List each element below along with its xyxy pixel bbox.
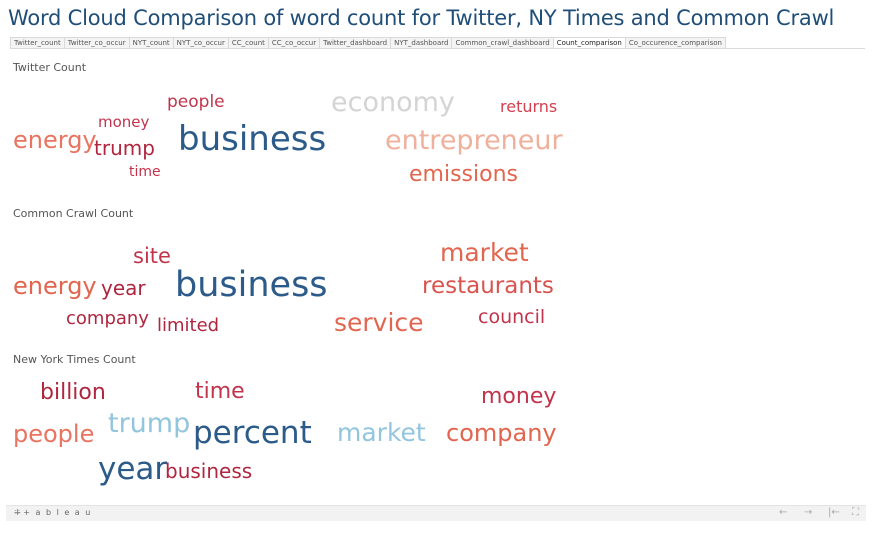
word[interactable]: limited — [157, 315, 220, 336]
revert-icon[interactable]: |← — [828, 507, 840, 518]
word[interactable]: business — [178, 119, 327, 159]
page-title: Word Cloud Comparison of word count for … — [8, 6, 835, 30]
word[interactable]: restaurants — [422, 273, 554, 299]
word[interactable]: market — [440, 238, 529, 267]
word[interactable]: time — [195, 379, 245, 404]
tableau-logo[interactable]: ⁜ + a b l e a u — [14, 508, 92, 517]
twitter-count-label: Twitter Count — [13, 61, 87, 74]
word[interactable]: people — [167, 92, 225, 112]
word[interactable]: company — [446, 419, 557, 447]
tab-nyt-count[interactable]: NYT_count — [128, 37, 174, 48]
undo-arrow-icon[interactable]: ← — [779, 507, 788, 518]
tab-cc-co-occur[interactable]: CC_co_occur — [267, 37, 321, 48]
tab-twitter-co-occur[interactable]: Twitter_co_occur — [63, 37, 130, 48]
tab-co-occurence-comparison[interactable]: Co_occurence_comparison — [624, 37, 726, 48]
word[interactable]: company — [66, 308, 149, 329]
word[interactable]: energy — [13, 272, 97, 300]
nyt-count-label: New York Times Count — [13, 353, 136, 366]
tab-cc-count[interactable]: CC_count — [227, 37, 269, 48]
word[interactable]: returns — [500, 97, 558, 116]
tab-common-crawl-dashboard[interactable]: Common_crawl_dashboard — [451, 37, 554, 48]
redo-arrow-icon[interactable]: → — [804, 507, 813, 518]
word[interactable]: money — [98, 113, 150, 131]
tab-nyt-dashboard[interactable]: NYT_dashboard — [390, 37, 453, 48]
tableau-plus-icon: ⁜ — [14, 508, 24, 517]
tableau-logo-text: + a b l e a u — [23, 508, 92, 517]
tab-count-comparison[interactable]: Count_comparison — [552, 37, 626, 48]
sheet-tab-bar: Twitter_count Twitter_co_occur NYT_count… — [10, 37, 865, 49]
word[interactable]: business — [175, 265, 328, 305]
word[interactable]: energy — [13, 126, 97, 154]
tab-twitter-dashboard[interactable]: Twitter_dashboard — [319, 37, 392, 48]
word[interactable]: people — [13, 420, 95, 448]
word[interactable]: site — [133, 244, 171, 268]
word[interactable]: council — [478, 306, 546, 328]
word[interactable]: market — [337, 418, 426, 447]
tab-twitter-count[interactable]: Twitter_count — [10, 37, 65, 48]
word[interactable]: economy — [331, 87, 455, 118]
fullscreen-icon[interactable]: ⛶ — [852, 507, 859, 518]
word[interactable]: year — [98, 451, 168, 487]
word[interactable]: billion — [40, 380, 106, 405]
tab-nyt-co-occur[interactable]: NYT_co_occur — [172, 37, 229, 48]
common-crawl-count-label: Common Crawl Count — [13, 207, 134, 220]
word[interactable]: service — [334, 308, 424, 337]
word[interactable]: entrepreneur — [385, 125, 563, 156]
word[interactable]: year — [101, 276, 146, 300]
word[interactable]: trump — [94, 136, 155, 160]
word[interactable]: business — [165, 459, 253, 483]
word[interactable]: time — [129, 164, 161, 180]
word[interactable]: emissions — [409, 162, 518, 187]
word[interactable]: percent — [193, 415, 312, 451]
word[interactable]: trump — [108, 408, 191, 439]
word[interactable]: money — [481, 384, 557, 409]
tableau-toolbar: ⁜ + a b l e a u ← → |← ⛶ — [6, 505, 866, 521]
